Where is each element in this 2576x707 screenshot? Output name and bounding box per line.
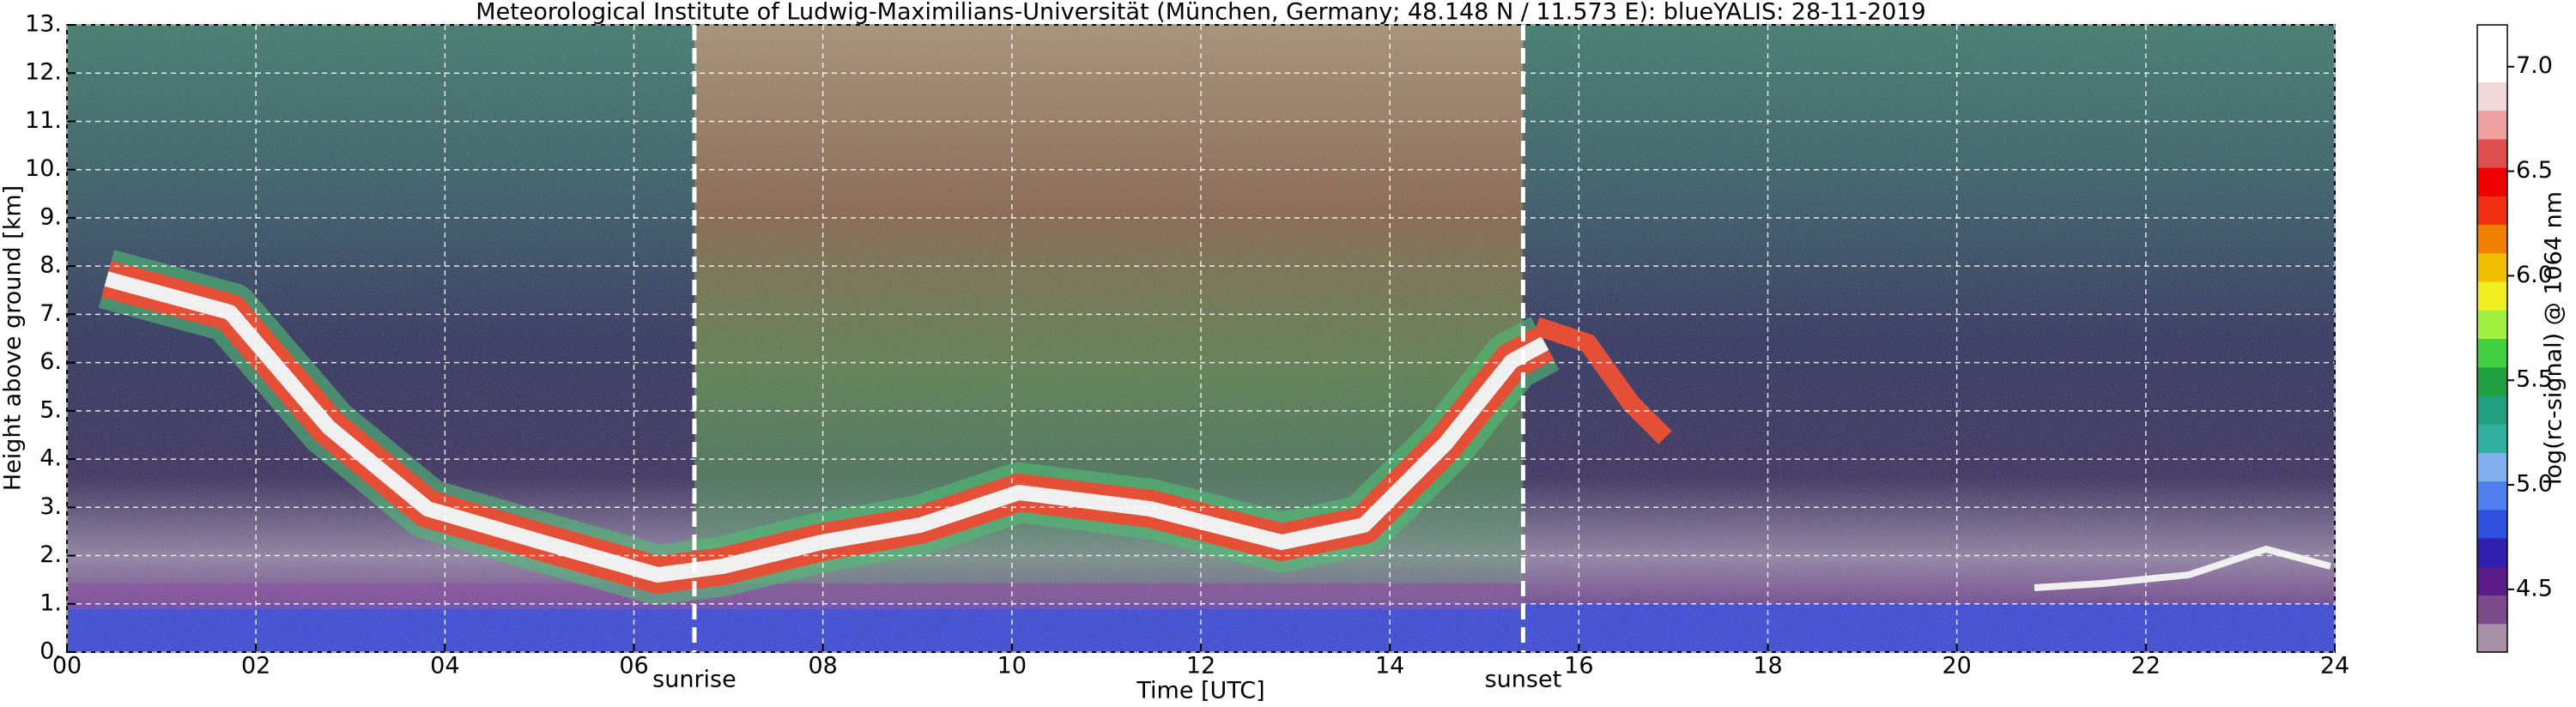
colorbar-step xyxy=(2477,480,2507,511)
colorbar-step xyxy=(2477,595,2507,625)
colorbar-step xyxy=(2477,196,2507,226)
x-tick-label: 08 xyxy=(808,653,837,680)
colorbar-step xyxy=(2477,338,2507,368)
colorbar-step xyxy=(2477,224,2507,254)
x-tick-label: 20 xyxy=(1942,653,1971,680)
x-axis-label: Time [UTC] xyxy=(1136,678,1264,704)
colorbar-step xyxy=(2477,366,2507,396)
colorbar-step xyxy=(2477,452,2507,482)
colorbar-step xyxy=(2477,623,2507,653)
y-tick-label: 9. xyxy=(39,203,62,230)
colorbar-tick-label: 5.5 xyxy=(2516,366,2553,393)
colorbar-step xyxy=(2477,167,2507,196)
x-tick-label: 10 xyxy=(997,653,1027,680)
x-tick-label: 06 xyxy=(619,653,648,680)
y-tick-label: 2. xyxy=(39,541,62,568)
colorbar-step xyxy=(2477,395,2507,425)
annotation-label: sunrise xyxy=(652,667,736,693)
y-axis-label: Height above ground [km] xyxy=(0,185,27,491)
colorbar-tick-label: 6.5 xyxy=(2516,157,2553,184)
y-tick-label: 6. xyxy=(39,348,62,375)
colorbar-tick-label: 4.5 xyxy=(2516,575,2553,601)
annotation-label: sunset xyxy=(1485,667,1562,693)
y-tick-label: 11. xyxy=(25,107,62,134)
x-tick-label: 00 xyxy=(52,653,82,680)
y-tick-label: 8. xyxy=(39,252,62,279)
colorbar-step xyxy=(2477,53,2507,82)
y-tick-label: 13. xyxy=(25,11,62,38)
colorbar-step xyxy=(2477,538,2507,567)
colorbar-tick-label: 6.0 xyxy=(2516,262,2553,288)
colorbar-label: log(rc-signal) @ 1064 nm xyxy=(2541,191,2567,485)
x-tick-label: 24 xyxy=(2320,653,2349,680)
y-tick-label: 1. xyxy=(39,589,62,616)
x-tick-label: 02 xyxy=(241,653,270,680)
colorbar-step xyxy=(2477,310,2507,339)
colorbar-step xyxy=(2477,110,2507,140)
y-tick-label: 4. xyxy=(39,445,62,472)
colorbar-tick-label: 5.0 xyxy=(2516,471,2553,498)
colorbar-step xyxy=(2477,424,2507,453)
colorbar-step xyxy=(2477,566,2507,596)
x-tick-label: 22 xyxy=(2131,653,2161,680)
x-tick-label: 14 xyxy=(1375,653,1404,680)
x-tick-label: 04 xyxy=(430,653,459,680)
x-tick-label: 16 xyxy=(1564,653,1593,680)
colorbar-step xyxy=(2477,138,2507,168)
y-tick-label: 7. xyxy=(39,300,62,327)
colorbar-step xyxy=(2477,25,2507,54)
x-tick-label: 18 xyxy=(1753,653,1782,680)
colorbar-tick-label: 7.0 xyxy=(2516,52,2553,79)
colorbar-step xyxy=(2477,252,2507,282)
colorbar-step xyxy=(2477,82,2507,112)
colorbar-step xyxy=(2477,509,2507,539)
colorbar-step xyxy=(2477,281,2507,311)
y-tick-label: 5. xyxy=(39,396,62,423)
chart-title: Meteorological Institute of Ludwig-Maxim… xyxy=(476,0,1925,26)
y-tick-label: 10. xyxy=(25,155,62,182)
colorbar-frame xyxy=(2476,24,2508,653)
y-tick-label: 3. xyxy=(39,493,62,520)
y-tick-label: 12. xyxy=(25,59,62,86)
x-tick-label: 12 xyxy=(1186,653,1215,680)
y-tick-label: 0. xyxy=(39,638,62,665)
